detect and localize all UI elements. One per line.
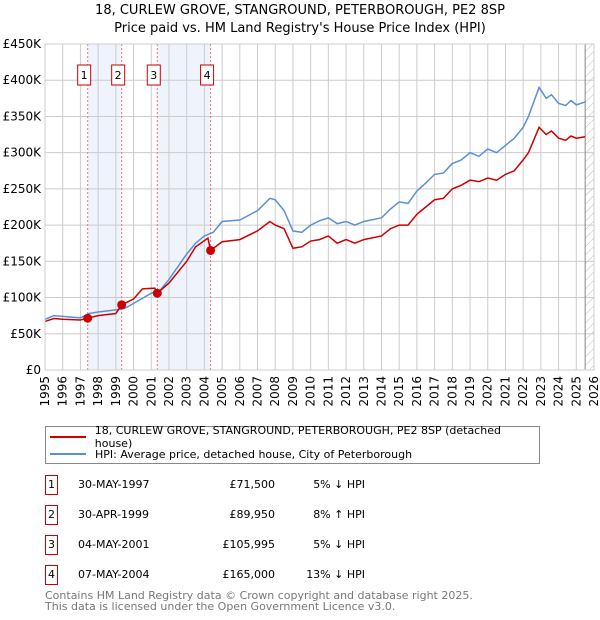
x-tick-label: 2026 (587, 376, 600, 407)
legend-swatch (50, 436, 86, 438)
x-tick-label: 1996 (56, 376, 70, 407)
x-tick-label: 2017 (428, 376, 442, 407)
x-tick-label: 2012 (339, 376, 353, 407)
sale-point (152, 288, 162, 298)
x-tick-label: 2021 (498, 376, 512, 407)
y-tick-label: £250K (3, 182, 43, 196)
x-tick-label: 1997 (73, 376, 87, 407)
x-tick-label: 2004 (197, 376, 211, 407)
y-tick-label: £200K (3, 218, 43, 232)
x-tick-label: 2016 (410, 376, 424, 407)
x-tick-label: 2009 (286, 376, 300, 407)
sale-label-box (200, 64, 215, 86)
sale-date: 04-MAY-2001 (78, 538, 150, 551)
chart-subtitle: Price paid vs. HM Land Registry's House … (114, 21, 486, 36)
y-tick-label: £300K (3, 146, 43, 160)
x-tick-label: 2022 (516, 376, 530, 407)
x-tick-label: 2013 (357, 376, 371, 407)
sale-number-badge: 2 (45, 505, 58, 525)
sale-label: 2 (115, 69, 122, 82)
y-tick-label: £0 (26, 363, 41, 377)
sale-period-shade (87, 44, 122, 370)
x-tick-label: 2008 (268, 376, 282, 407)
x-tick-label: 2007 (251, 376, 265, 407)
sale-price: £105,995 (222, 538, 276, 551)
x-tick-label: 1995 (38, 376, 52, 407)
sale-row: 4 07-MAY-2004 £165,000 13% ↓ HPI (45, 565, 445, 585)
x-tick-label: 2001 (144, 376, 158, 407)
sale-price: £71,500 (229, 478, 276, 491)
chart-title: 18, CURLEW GROVE, STANGROUND, PETERBOROU… (95, 3, 505, 18)
series-line (44, 85, 586, 320)
sale-point (117, 300, 127, 310)
y-tick-label: £450K (3, 37, 43, 51)
sale-number-badge: 4 (45, 565, 58, 585)
sale-label: 3 (150, 69, 157, 82)
sale-row: 1 30-MAY-1997 £71,500 5% ↓ HPI (45, 475, 445, 495)
legend-item-hpi: HPI: Average price, detached house, City… (50, 446, 412, 462)
legend-swatch (50, 453, 86, 455)
x-tick-label: 2015 (392, 376, 406, 407)
hpi-comparison: 13% ↓ HPI (306, 568, 365, 581)
sale-price: £89,950 (229, 508, 276, 521)
sale-label-box (146, 64, 161, 86)
x-tick-label: 1999 (109, 376, 123, 407)
x-tick-label: 2020 (481, 376, 495, 407)
sale-number-badge: 1 (45, 475, 58, 495)
hpi-comparison: 5% ↓ HPI (313, 538, 365, 551)
y-tick-label: £150K (3, 254, 43, 268)
x-tick-label: 2025 (569, 376, 583, 407)
legend-label: HPI: Average price, detached house, City… (95, 447, 413, 461)
x-tick-label: 2018 (445, 376, 459, 407)
footer-line: Contains HM Land Registry data © Crown c… (45, 589, 473, 602)
legend-item-property: 18, CURLEW GROVE, STANGROUND, PETERBOROU… (50, 424, 539, 450)
x-tick-label: 2006 (233, 376, 247, 407)
hpi-comparison: 8% ↑ HPI (313, 508, 365, 521)
x-tick-label: 2003 (180, 376, 194, 407)
sale-date: 07-MAY-2004 (78, 568, 150, 581)
y-tick-label: £100K (3, 291, 43, 305)
sale-price: £165,000 (222, 568, 276, 581)
sale-label-box (111, 64, 126, 86)
series-line (44, 125, 586, 323)
legend: 18, CURLEW GROVE, STANGROUND, PETERBOROU… (45, 424, 540, 464)
x-tick-label: 2002 (162, 376, 176, 407)
sale-row: 3 04-MAY-2001 £105,995 5% ↓ HPI (45, 535, 445, 555)
x-tick-label: 2019 (463, 376, 477, 407)
sale-date: 30-MAY-1997 (78, 478, 150, 491)
sale-date: 30-APR-1999 (78, 508, 150, 521)
plot-border (44, 43, 595, 371)
sale-label-box (77, 64, 92, 86)
x-tick-label: 2014 (374, 376, 388, 407)
sale-number-badge: 3 (45, 535, 58, 555)
sale-point (83, 313, 93, 323)
x-tick-label: 2000 (127, 376, 141, 407)
forecast-hatch (585, 44, 594, 370)
x-tick-label: 2011 (321, 376, 335, 407)
y-tick-label: £50K (10, 327, 42, 341)
x-tick-label: 1998 (91, 376, 105, 407)
y-tick-label: £350K (3, 109, 43, 123)
sale-period-shade (157, 44, 211, 370)
price-chart: £0 £50K £100K £150K £200K £250K £300K £350K £400… (3, 37, 600, 407)
y-tick-label: £400K (3, 73, 43, 87)
x-tick-label: 2023 (534, 376, 548, 407)
footer-line: This data is licensed under the Open Gov… (45, 600, 396, 613)
x-tick-label: 2005 (215, 376, 229, 407)
x-tick-label: 2010 (304, 376, 318, 407)
sale-row: 2 30-APR-1999 £89,950 8% ↑ HPI (45, 505, 445, 525)
sale-label: 4 (204, 69, 211, 82)
hpi-comparison: 5% ↓ HPI (313, 478, 365, 491)
sale-label: 1 (81, 69, 88, 82)
footer: Contains HM Land Registry data © Crown c… (45, 590, 473, 612)
sale-point (206, 245, 216, 255)
x-tick-label: 2024 (552, 376, 566, 407)
legend-label: 18, CURLEW GROVE, STANGROUND, PETERBOROU… (94, 424, 501, 450)
